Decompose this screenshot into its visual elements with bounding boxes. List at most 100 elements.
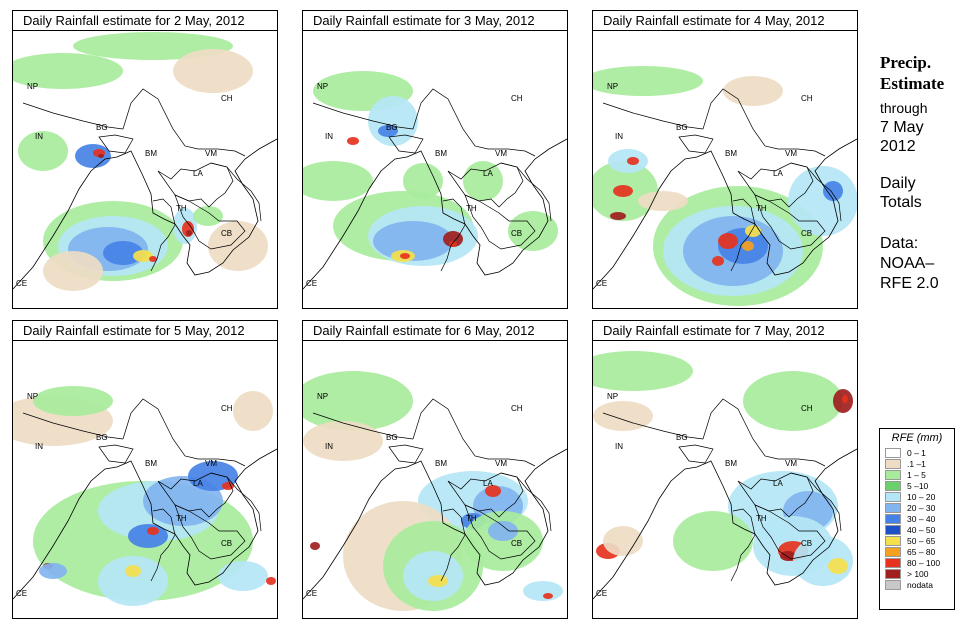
legend-item: > 100	[880, 568, 954, 579]
date-line: 2012	[880, 138, 916, 155]
country-label-vm: VM	[205, 149, 217, 158]
country-border	[174, 504, 246, 560]
legend-swatch	[885, 513, 901, 524]
legend-swatch	[885, 480, 901, 491]
country-border	[312, 102, 414, 130]
country-border	[790, 472, 842, 532]
legend-label: nodata	[907, 579, 933, 590]
country-label-ch: CH	[801, 94, 813, 103]
country-label-in: IN	[615, 132, 623, 141]
country-label-np: NP	[607, 392, 618, 401]
precip-patch	[743, 371, 843, 431]
precip-patch	[712, 256, 724, 266]
country-border	[98, 134, 134, 154]
country-label-ch: CH	[511, 404, 523, 413]
country-label-ch: CH	[221, 404, 233, 413]
country-label-bm: BM	[145, 149, 157, 158]
map-canvas: NP CH IN BG BM VM LA TH CB CE	[13, 341, 277, 606]
coastline	[303, 138, 567, 290]
precip-patch	[593, 66, 703, 96]
country-label-th: TH	[756, 204, 767, 213]
precip-patch	[428, 575, 448, 587]
country-border	[447, 162, 524, 208]
country-border	[754, 504, 826, 560]
country-label-cb: CB	[511, 539, 522, 548]
precip-patch	[310, 542, 320, 550]
country-label-ce: CE	[596, 589, 607, 598]
precip-patch	[463, 161, 503, 201]
end-date: 7 May 2012	[880, 118, 950, 156]
precip-patch	[788, 166, 857, 236]
precip-patch	[39, 563, 67, 579]
map-panel-6-may: Daily Rainfall estimate for 6 May, 2012 …	[302, 320, 570, 619]
coastline	[593, 138, 857, 290]
precip-patch	[13, 53, 123, 89]
country-border	[702, 398, 826, 467]
precip-patch	[400, 253, 410, 259]
country-label-in: IN	[325, 132, 333, 141]
legend-item: 30 – 40	[880, 513, 954, 524]
legend-label: 5 –10	[907, 480, 929, 491]
panel-title: Daily Rainfall estimate for 4 May, 2012	[592, 10, 858, 30]
country-border	[122, 398, 246, 467]
data-source: Data: NOAA– RFE 2.0	[880, 234, 950, 294]
country-label-vm: VM	[785, 459, 797, 468]
country-border	[150, 198, 176, 272]
country-label-np: NP	[607, 82, 618, 91]
coastline	[593, 448, 857, 600]
precip-patch	[43, 251, 103, 291]
precip-patch	[488, 521, 518, 541]
legend-item: 80 – 100	[880, 557, 954, 568]
precip-patch	[593, 401, 653, 431]
legend-label: 0 – 1	[907, 447, 926, 458]
country-label-th: TH	[466, 204, 477, 213]
rainfall-legend: RFE (mm) 0 – 1 .1 –1 1 – 5 5 –10 10 – 20…	[879, 428, 955, 610]
country-label-vm: VM	[495, 149, 507, 158]
precip-patch	[610, 212, 626, 220]
country-border	[737, 162, 814, 208]
country-border	[98, 444, 134, 464]
coastline	[13, 448, 277, 600]
precip-patch	[403, 163, 443, 199]
precip-patch	[828, 558, 848, 574]
precip-patch	[823, 181, 843, 201]
precip-patch	[718, 233, 738, 249]
country-label-ce: CE	[16, 279, 27, 288]
map-panel-3-may: Daily Rainfall estimate for 3 May, 2012 …	[302, 10, 570, 309]
country-label-bg: BG	[386, 123, 398, 132]
map-panel-7-may: Daily Rainfall estimate for 7 May, 2012 …	[592, 320, 860, 619]
panel-title: Daily Rainfall estimate for 5 May, 2012	[12, 320, 278, 340]
legend-item: 1 – 5	[880, 469, 954, 480]
country-border	[500, 162, 552, 222]
legend-label: 50 – 65	[907, 535, 936, 546]
precip-patch	[303, 161, 373, 201]
precip-patch	[638, 191, 688, 211]
country-label-bg: BG	[386, 433, 398, 442]
precip-patch	[233, 391, 273, 431]
map-canvas: NP CH IN BG BM VM LA TH CB CE	[303, 341, 567, 611]
rainfall-map: NP CH IN BG BM VM LA TH CB CE	[592, 30, 858, 309]
country-border	[210, 472, 262, 532]
country-label-la: LA	[483, 169, 493, 178]
precip-patch	[98, 556, 168, 606]
map-canvas: NP CH IN BG BM VM LA TH CB CE	[593, 31, 857, 306]
country-label-ce: CE	[596, 279, 607, 288]
rainfall-map: NP CH IN BG BM VM LA TH CB CE	[12, 340, 278, 619]
legend-label: 1 – 5	[907, 469, 926, 480]
country-border	[388, 134, 424, 154]
source-line: RFE 2.0	[880, 275, 939, 292]
precip-patch	[373, 221, 453, 261]
precip-patch	[347, 137, 359, 145]
legend-item: 10 – 20	[880, 491, 954, 502]
country-label-np: NP	[27, 82, 38, 91]
map-panel-5-may: Daily Rainfall estimate for 5 May, 2012 …	[12, 320, 280, 619]
legend-title: RFE (mm)	[891, 432, 943, 444]
country-border	[500, 472, 552, 532]
country-border	[440, 508, 466, 582]
country-border	[464, 194, 536, 250]
country-label-bg: BG	[96, 123, 108, 132]
country-label-cb: CB	[221, 539, 232, 548]
country-border	[412, 398, 536, 467]
legend-swatch	[885, 579, 901, 590]
panel-title: Daily Rainfall estimate for 2 May, 2012	[12, 10, 278, 30]
